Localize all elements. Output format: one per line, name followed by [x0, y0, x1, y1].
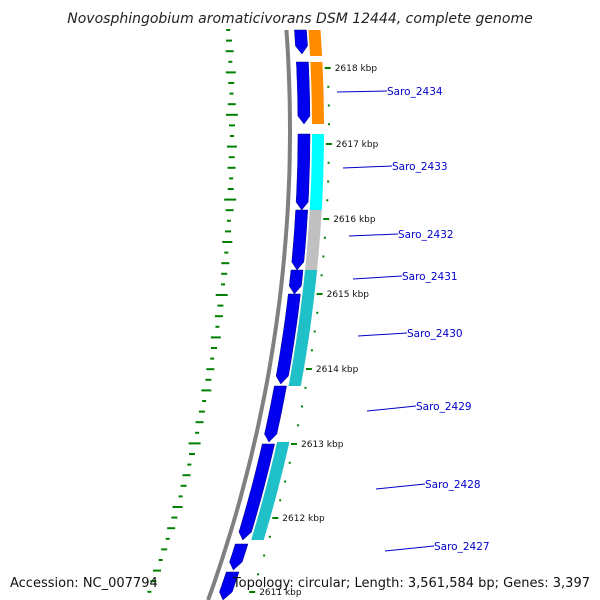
- gene-arrow: [229, 543, 249, 571]
- gene-arrow: [289, 269, 304, 295]
- map-title: Novosphingobium aromaticivorans DSM 1244…: [67, 11, 532, 27]
- gene-labels: Saro_2434 Saro_2433 Saro_2432 Saro_2431 Saro…: [336, 86, 490, 553]
- gene-arrow: [219, 571, 240, 600]
- gene-arrow: [238, 443, 275, 541]
- kbp-label: 2612 kbp: [282, 514, 325, 524]
- feature-track: [251, 30, 324, 540]
- backbone-line: [206, 29, 293, 600]
- gene-label[interactable]: Saro_2433: [392, 161, 448, 173]
- gene-arrow: [275, 293, 301, 385]
- gene-label[interactable]: Saro_2427: [434, 541, 490, 553]
- kbp-label: 2614 kbp: [316, 365, 359, 375]
- gene-arrow: [294, 29, 308, 55]
- label-leader-line: [366, 405, 417, 412]
- gene-label[interactable]: Saro_2431: [402, 271, 458, 283]
- summary-text: Topology: circular; Length: 3,561,584 bp…: [232, 576, 590, 591]
- label-leader-line: [384, 545, 435, 552]
- feature-block: [288, 270, 318, 386]
- kbp-label: 2611 kbp: [259, 588, 302, 598]
- gene-label[interactable]: Saro_2428: [425, 479, 481, 491]
- kbp-label: 2616 kbp: [333, 215, 376, 225]
- kbp-label: 2615 kbp: [327, 290, 370, 300]
- feature-block: [308, 30, 323, 56]
- accession-text: Accession: NC_007794: [10, 576, 158, 591]
- gene-label[interactable]: Saro_2434: [387, 86, 443, 98]
- kbp-label: 2618 kbp: [335, 64, 378, 74]
- feature-block: [309, 134, 324, 210]
- gene-arrow: [291, 209, 308, 271]
- backbone-track: [206, 29, 293, 600]
- gc-content-track: [147, 29, 238, 593]
- gene-arrow: [295, 133, 311, 211]
- label-leader-line: [348, 233, 399, 237]
- feature-block: [305, 210, 322, 270]
- kbp-label: 2617 kbp: [336, 140, 379, 150]
- gene-track: [219, 29, 311, 600]
- kbp-label: 2613 kbp: [301, 440, 344, 450]
- gene-label[interactable]: Saro_2429: [416, 401, 472, 413]
- gene-arrow: [296, 61, 311, 125]
- label-leader-line: [375, 483, 426, 490]
- gene-label[interactable]: Saro_2430: [407, 328, 463, 340]
- label-leader-line: [357, 332, 408, 337]
- feature-block: [251, 442, 290, 540]
- label-leader-line: [342, 165, 393, 169]
- label-leader-line: [352, 275, 403, 280]
- feature-block: [310, 62, 324, 124]
- kbp-tick-track: 2618 kbp 2617 kbp 2616 kbp 2615 kbp 2614 kbp…: [249, 64, 379, 598]
- gene-label[interactable]: Saro_2432: [398, 229, 454, 241]
- gene-arrow: [264, 385, 287, 443]
- label-leader-line: [336, 90, 388, 93]
